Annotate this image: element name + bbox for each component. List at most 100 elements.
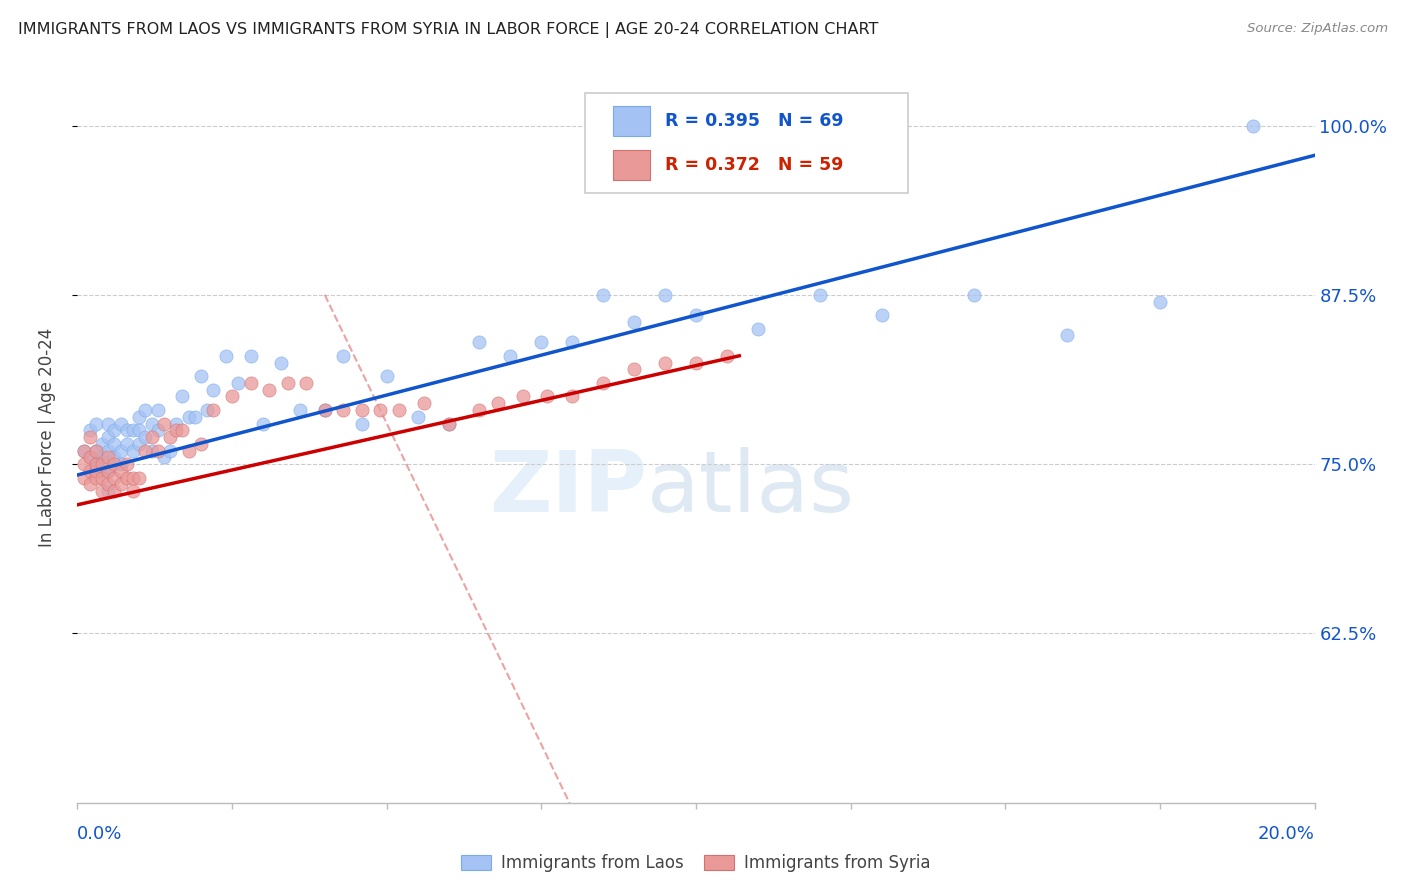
Text: Source: ZipAtlas.com: Source: ZipAtlas.com (1247, 22, 1388, 36)
Point (512, 389, 534, 403)
Legend: Immigrants from Laos, Immigrants from Syria: Immigrants from Laos, Immigrants from Sy… (454, 847, 938, 879)
Point (84, 457, 107, 471)
Point (172, 389, 194, 403)
Point (685, 355, 707, 369)
Point (332, 349, 354, 363)
Point (141, 443, 163, 458)
Point (103, 471, 125, 485)
Point (115, 423, 138, 437)
Point (412, 396, 434, 410)
Point (808, 288, 831, 302)
Point (332, 403, 354, 417)
Point (685, 308, 707, 322)
FancyBboxPatch shape (585, 94, 907, 193)
Text: atlas: atlas (647, 447, 855, 530)
Point (141, 430, 163, 444)
Point (165, 423, 187, 437)
Point (91, 484, 114, 499)
Point (654, 288, 676, 302)
Point (103, 450, 125, 465)
Point (84, 443, 107, 458)
Point (110, 477, 132, 491)
Point (592, 288, 614, 302)
Point (72, 471, 94, 485)
Point (153, 450, 176, 465)
Point (128, 423, 150, 437)
Point (91, 450, 114, 465)
Point (239, 376, 262, 390)
Point (437, 417, 460, 431)
Point (623, 315, 645, 329)
Point (221, 389, 243, 403)
Point (1241, 119, 1264, 133)
Point (239, 349, 262, 363)
Point (79, 450, 101, 465)
Point (350, 417, 373, 431)
Point (91, 437, 114, 451)
Point (486, 396, 509, 410)
Point (252, 417, 274, 431)
Point (716, 349, 738, 363)
Point (72, 443, 94, 458)
Point (314, 403, 336, 417)
Text: 20.0%: 20.0% (1258, 825, 1315, 843)
Point (115, 437, 138, 451)
Point (1149, 294, 1171, 309)
Point (190, 369, 212, 384)
Point (190, 437, 212, 451)
Point (97, 417, 120, 431)
Point (172, 423, 194, 437)
Point (128, 437, 150, 451)
Point (177, 409, 200, 424)
Point (146, 403, 169, 417)
Point (122, 423, 145, 437)
Point (110, 464, 132, 478)
Point (592, 376, 614, 390)
Point (84, 464, 107, 478)
Point (226, 376, 249, 390)
Point (134, 403, 156, 417)
Point (153, 417, 176, 431)
Point (115, 471, 138, 485)
Point (97, 430, 120, 444)
Point (110, 417, 132, 431)
Point (165, 417, 187, 431)
Point (747, 322, 769, 336)
Point (1056, 328, 1078, 343)
Y-axis label: In Labor Force | Age 20-24: In Labor Force | Age 20-24 (38, 327, 56, 547)
Text: 0.0%: 0.0% (77, 825, 122, 843)
Point (215, 349, 238, 363)
Point (79, 464, 101, 478)
Point (79, 477, 101, 491)
Point (654, 355, 676, 369)
Point (134, 443, 156, 458)
Point (437, 417, 460, 431)
Point (103, 437, 125, 451)
Point (202, 403, 225, 417)
Point (561, 389, 583, 403)
Point (72, 457, 94, 471)
Point (350, 403, 373, 417)
Text: R = 0.372   N = 59: R = 0.372 N = 59 (665, 156, 844, 174)
Point (84, 471, 107, 485)
Point (84, 457, 107, 471)
Point (530, 335, 553, 350)
Point (91, 464, 114, 478)
Text: ZIP: ZIP (489, 447, 647, 530)
Text: R = 0.395   N = 69: R = 0.395 N = 69 (665, 112, 844, 130)
Point (134, 430, 156, 444)
Point (97, 464, 120, 478)
Point (195, 403, 218, 417)
Point (91, 457, 114, 471)
Point (870, 308, 893, 322)
Point (97, 443, 120, 458)
Point (468, 335, 491, 350)
Point (499, 349, 522, 363)
Point (295, 376, 318, 390)
Point (97, 484, 120, 499)
Point (110, 457, 132, 471)
Bar (613, 106, 650, 136)
Point (110, 443, 132, 458)
Point (146, 423, 169, 437)
Point (146, 443, 169, 458)
